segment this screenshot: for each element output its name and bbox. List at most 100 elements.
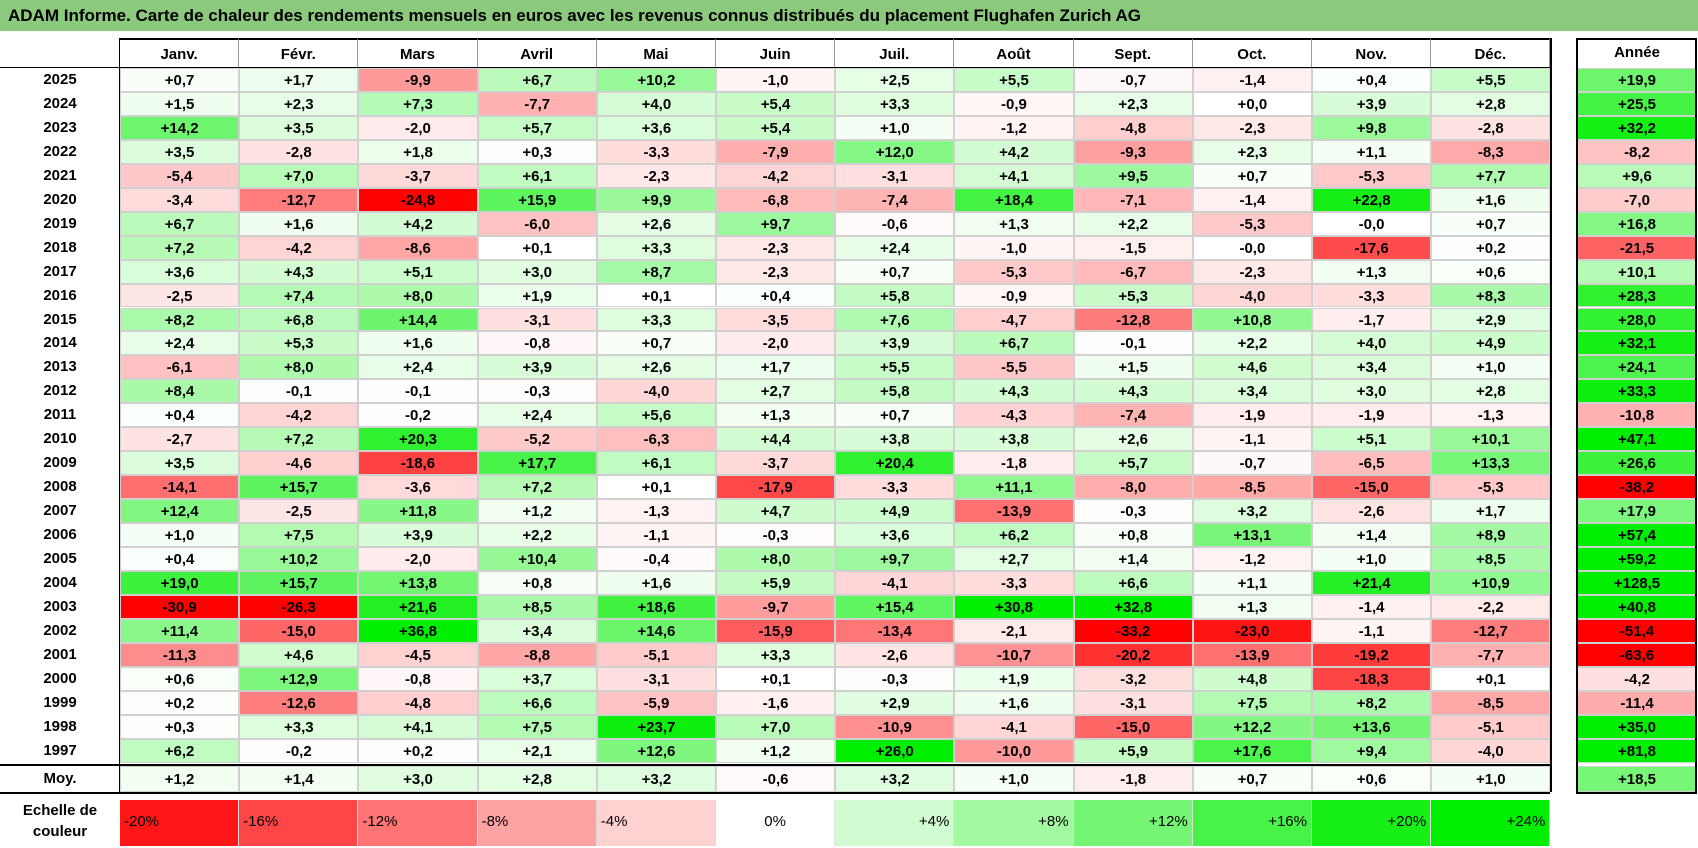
year-label: 2018: [0, 235, 120, 260]
color-scale-swatch: 0%: [716, 800, 836, 846]
heatmap-cell: +4,2: [358, 211, 478, 236]
average-cell: +1,0: [1431, 765, 1551, 792]
heatmap-cell: +1,2: [477, 499, 597, 524]
heatmap-cell: -1,2: [954, 115, 1074, 140]
heatmap-cell: -6,3: [596, 427, 716, 452]
annual-cell: +24,1: [1577, 355, 1697, 380]
annual-cell: +59,2: [1577, 547, 1697, 571]
heatmap-cell: +1,7: [1431, 499, 1551, 524]
heatmap-cell: +3,0: [477, 259, 597, 284]
heatmap-cell: +4,2: [954, 139, 1074, 164]
heatmap-cell: +4,3: [1073, 379, 1193, 404]
heatmap-cell: -2,3: [716, 235, 836, 260]
heatmap-cell: -3,4: [120, 187, 240, 212]
heatmap-cell: -7,4: [1073, 403, 1193, 428]
heatmap-cell: +4,3: [239, 259, 359, 284]
average-cell: +1,2: [120, 765, 240, 792]
heatmap-cell: -0,3: [835, 666, 955, 691]
heatmap-cell: +3,6: [120, 259, 240, 284]
heatmap-cell: +2,2: [1192, 331, 1312, 356]
heatmap-cell: +0,7: [120, 68, 240, 92]
heatmap-cell: -1,6: [716, 690, 836, 715]
heatmap-cell: +10,9: [1431, 570, 1551, 595]
heatmap-cell: -2,3: [596, 163, 716, 188]
column-header-12: Déc.: [1431, 38, 1551, 68]
heatmap-cell: -0,2: [358, 403, 478, 428]
heatmap-cell: -4,2: [239, 235, 359, 260]
heatmap-cell: -4,1: [835, 570, 955, 595]
average-cell: +0,6: [1312, 765, 1432, 792]
heatmap-cell: -1,1: [1192, 427, 1312, 452]
heatmap-cell: -8,3: [1431, 139, 1551, 164]
heatmap-cell: -0,2: [239, 738, 359, 763]
heatmap-cell: -13,9: [954, 499, 1074, 524]
heatmap-cell: -2,6: [835, 642, 955, 667]
heatmap-cell: +15,9: [477, 187, 597, 212]
heatmap-cell: +3,9: [477, 355, 597, 380]
heatmap-cell: +0,7: [1192, 163, 1312, 188]
heatmap-cell: +5,3: [239, 331, 359, 356]
heatmap-cell: +0,2: [120, 690, 240, 715]
heatmap-cell: -13,4: [835, 618, 955, 643]
heatmap-cell: +8,5: [1431, 547, 1551, 571]
heatmap-cell: -5,9: [596, 690, 716, 715]
heatmap-cell: -7,7: [1431, 642, 1551, 667]
color-scale-swatch: +12%: [1073, 800, 1193, 846]
heatmap-cell: +0,1: [477, 235, 597, 260]
heatmap-cell: +9,7: [835, 547, 955, 571]
year-label: 1998: [0, 714, 120, 739]
heatmap-cell: -30,9: [120, 594, 240, 619]
year-label: 2020: [0, 187, 120, 212]
heatmap-cell: +15,7: [239, 475, 359, 500]
heatmap-cell: -7,7: [477, 91, 597, 116]
heatmap-cell: -1,0: [716, 68, 836, 92]
color-scale-swatch: +16%: [1192, 800, 1312, 846]
heatmap-cell: +3,9: [835, 331, 955, 356]
annual-cell: +32,2: [1577, 115, 1697, 140]
column-header-2: Févr.: [239, 38, 359, 68]
heatmap-cell: -4,8: [358, 690, 478, 715]
heatmap-cell: -5,3: [1192, 211, 1312, 236]
heatmap-cell: -4,2: [239, 403, 359, 428]
heatmap-cell: +4,0: [596, 91, 716, 116]
heatmap-cell: +5,8: [835, 283, 955, 308]
heatmap-cell: +5,7: [477, 115, 597, 140]
heatmap-cell: +4,1: [954, 163, 1074, 188]
heatmap-cell: +4,8: [1192, 666, 1312, 691]
heatmap-cell: +0,0: [1192, 91, 1312, 116]
heatmap-cell: -0,9: [954, 283, 1074, 308]
heatmap-cell: +1,6: [954, 690, 1074, 715]
heatmap-cell: +3,3: [596, 307, 716, 332]
annual-cell: -38,2: [1577, 475, 1697, 500]
annual-column-header: Année: [1577, 38, 1697, 68]
heatmap-cell: +9,8: [1312, 115, 1432, 140]
heatmap-cell: -2,0: [358, 547, 478, 571]
heatmap-cell: +6,7: [477, 68, 597, 92]
heatmap-cell: +17,6: [1192, 738, 1312, 763]
heatmap-cell: +0,1: [716, 666, 836, 691]
year-label: 2022: [0, 139, 120, 164]
color-scale-swatch: -8%: [477, 800, 597, 846]
heatmap-cell: -0,0: [1192, 235, 1312, 260]
heatmap-cell: +15,4: [835, 594, 955, 619]
heatmap-cell: +0,2: [1431, 235, 1551, 260]
heatmap-cell: +2,2: [477, 523, 597, 547]
heatmap-cell: +12,6: [596, 738, 716, 763]
heatmap-cell: -3,6: [358, 475, 478, 500]
heatmap-cell: +1,0: [120, 523, 240, 547]
heatmap-cell: +2,1: [477, 738, 597, 763]
heatmap-cell: +1,7: [239, 68, 359, 92]
heatmap-cell: +14,4: [358, 307, 478, 332]
heatmap-cell: +32,8: [1073, 594, 1193, 619]
heatmap-cell: -26,3: [239, 594, 359, 619]
annual-cell: +28,3: [1577, 283, 1697, 308]
heatmap-cell: +3,8: [954, 427, 1074, 452]
heatmap-cell: +0,1: [596, 475, 716, 500]
heatmap-cell: +0,2: [358, 738, 478, 763]
heatmap-cell: +6,6: [477, 690, 597, 715]
heatmap-cell: -0,7: [1192, 451, 1312, 476]
heatmap-cell: -14,1: [120, 475, 240, 500]
heatmap-cell: -4,8: [1073, 115, 1193, 140]
heatmap-cell: +10,2: [239, 547, 359, 571]
heatmap-cell: +1,2: [716, 738, 836, 763]
